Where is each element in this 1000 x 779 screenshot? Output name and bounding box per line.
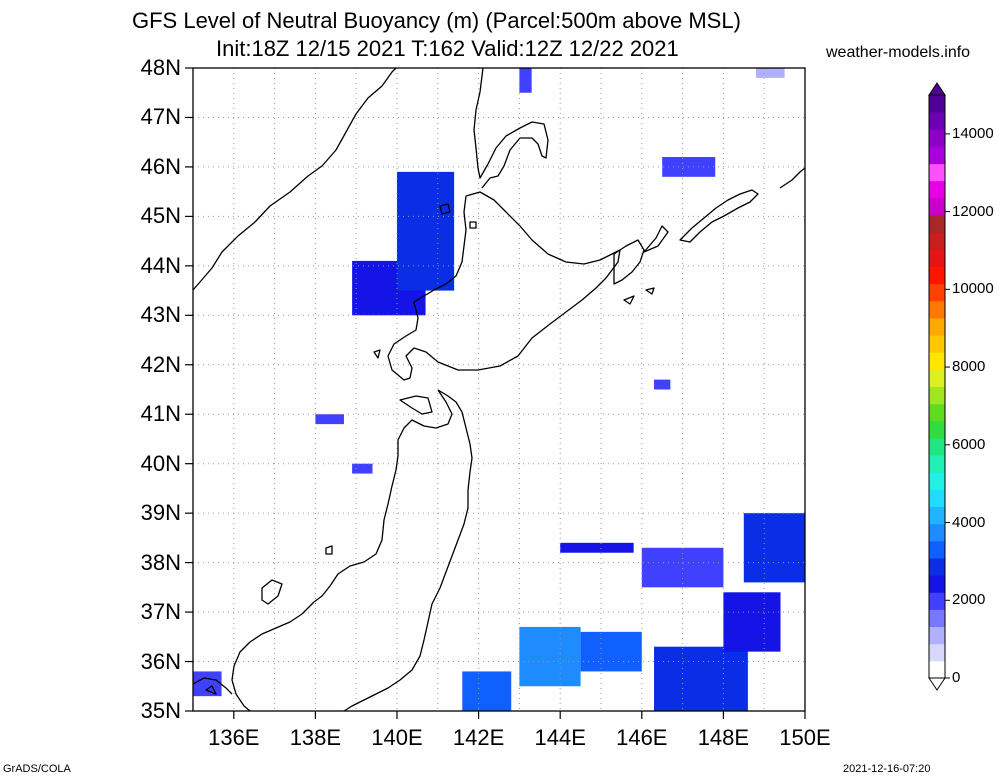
colorbar-bottom-arrow (928, 677, 946, 691)
colorbar-swatch (929, 489, 945, 508)
axis-ticks (185, 67, 806, 719)
colorbar-label: 2000 (952, 591, 986, 609)
colorbar-swatch (929, 232, 945, 250)
colorbar-swatch (929, 472, 945, 490)
lat-label: 46N (140, 153, 181, 179)
lon-label: 148E (697, 725, 750, 750)
colorbar-swatch (929, 95, 945, 113)
colorbar-swatch (929, 403, 945, 422)
nb-cell-3 (654, 646, 748, 711)
neutral-buoyancy-fill (193, 68, 805, 711)
colorbar-swatch (929, 352, 945, 370)
lon-label: 144E (534, 725, 586, 750)
nb-cell-16 (756, 68, 785, 78)
sado-island (261, 579, 283, 605)
colorbar-swatch (929, 163, 945, 182)
lat-label: 48N (140, 55, 181, 80)
colorbar-swatch (929, 369, 945, 387)
colorbar-label: 6000 (952, 435, 986, 453)
colorbar-swatch (929, 506, 945, 525)
grads-credit: GrADS/COLA (3, 763, 71, 775)
lat-label: 41N (140, 401, 181, 427)
colorbar-swatch (929, 146, 945, 165)
colorbar-swatch (929, 386, 945, 405)
lat-label: 42N (140, 351, 181, 377)
colorbar-swatch (929, 437, 945, 456)
colorbar-label: 8000 (952, 358, 986, 376)
colorbar-swatch (929, 317, 945, 336)
coastlines (193, 68, 805, 711)
colorbar-swatch (929, 592, 945, 610)
lon-label: 136E (208, 725, 260, 750)
colorbar-swatch (929, 112, 945, 130)
lat-label: 36N (140, 648, 181, 674)
colorbar-swatch (929, 557, 945, 576)
colorbar-swatch (929, 643, 945, 662)
colorbar-swatch (929, 455, 945, 473)
colorbar-swatch (929, 249, 945, 267)
gridlines (193, 68, 805, 711)
kuril-coast (613, 239, 645, 285)
colorbar-swatch (929, 180, 945, 199)
website-label: weather-models.info (826, 44, 971, 61)
hokkaido-coast (387, 191, 621, 381)
nb-cell-7 (743, 513, 805, 583)
colorbar-swatch (929, 609, 945, 628)
lat-label: 38N (140, 549, 181, 575)
colorbar-label: 12000 (952, 202, 994, 220)
map-subtitle: Init:18Z 12/15 2021 T:162 Valid:12Z 12/2… (216, 36, 679, 61)
colorbar-label: 14000 (952, 124, 994, 142)
nb-cell-5 (560, 542, 634, 553)
lat-label: 47N (140, 104, 181, 130)
colorbar-label: 0 (952, 669, 961, 686)
lat-label: 43N (140, 302, 181, 328)
colorbar-swatch (929, 197, 945, 216)
nb-cell-13 (315, 414, 344, 425)
lat-label: 44N (140, 252, 181, 278)
lon-label: 138E (289, 725, 342, 750)
generation-timestamp: 2021-12-16-07:20 (843, 763, 931, 775)
colorbar-swatch (929, 523, 945, 542)
lat-label: 45N (140, 203, 181, 229)
colorbar-swatch (929, 626, 945, 645)
nb-cell-2 (580, 631, 642, 672)
colorbar-label: 10000 (952, 280, 994, 298)
nb-cell-6 (641, 547, 724, 588)
colorbar (928, 82, 950, 691)
nb-cell-9 (397, 171, 455, 291)
colorbar-swatch (929, 215, 945, 233)
lat-label: 40N (140, 450, 181, 476)
lat-label: 39N (140, 500, 181, 526)
colorbar-swatch (929, 300, 945, 319)
colorbar-swatch (929, 266, 945, 285)
colorbar-swatch (929, 129, 945, 147)
mainland-coast (193, 68, 397, 291)
colorbar-swatch (929, 420, 945, 439)
sakhalin-coast (473, 68, 549, 189)
honshu-coast (231, 389, 453, 711)
nb-cell-14 (352, 463, 373, 474)
lon-label: 150E (779, 725, 831, 750)
map-title: GFS Level of Neutral Buoyancy (m) (Parce… (132, 8, 741, 33)
nb-cell-10 (519, 68, 532, 93)
lon-label: 140E (371, 725, 423, 750)
colorbar-label: 4000 (952, 513, 986, 531)
lat-label: 37N (140, 599, 181, 625)
colorbar-swatch (929, 575, 945, 593)
lon-label: 142E (452, 725, 505, 750)
colorbar-swatch (929, 660, 945, 679)
colorbar-top-arrow (928, 82, 946, 96)
plot-frame (192, 67, 806, 712)
nb-cell-4 (723, 592, 781, 652)
nb-cell-0 (462, 671, 512, 711)
colorbar-swatch (929, 540, 945, 559)
nb-cell-15 (193, 671, 222, 697)
colorbar-swatch (929, 283, 945, 302)
colorbar-swatch (929, 335, 945, 353)
nb-cell-12 (654, 379, 671, 390)
lon-label: 146E (616, 725, 668, 750)
nb-cell-1 (519, 626, 581, 687)
lat-label: 35N (140, 698, 181, 723)
